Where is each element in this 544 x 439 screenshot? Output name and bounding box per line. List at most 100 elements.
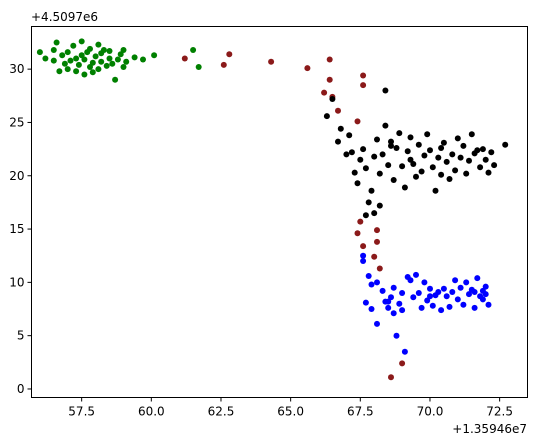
data-point-series-2-10 (362, 165, 369, 172)
data-point-series-2-6 (351, 169, 358, 176)
data-point-series-3-52 (479, 296, 486, 303)
data-point-series-2-14 (376, 170, 383, 177)
data-point-series-0-26 (95, 66, 102, 73)
data-point-series-0-2 (50, 57, 57, 64)
y-axis-offset-label: +4.5097e6 (31, 10, 98, 24)
data-point-series-3-50 (427, 293, 433, 300)
data-point-series-2-57 (365, 199, 372, 206)
data-point-series-2-30 (418, 168, 425, 175)
data-point-series-0-5 (56, 68, 63, 75)
data-point-series-2-37 (438, 171, 445, 178)
data-point-series-2-1 (323, 113, 330, 120)
data-point-series-2-11 (368, 187, 375, 194)
data-point-series-3-12 (390, 284, 397, 291)
data-point-series-2-36 (435, 154, 442, 161)
data-point-series-0-44 (195, 64, 202, 70)
data-point-series-2-43 (454, 135, 461, 142)
data-point-series-3-1 (360, 258, 367, 264)
data-point-series-3-29 (435, 289, 442, 295)
data-point-series-3-13 (390, 310, 397, 317)
data-point-series-2-63 (407, 156, 414, 163)
data-point-series-2-59 (376, 202, 383, 209)
data-point-series-0-40 (131, 54, 138, 61)
data-point-series-2-54 (488, 149, 495, 156)
x-axis-ticks: 57.5 60.0 62.5 65.0 67.5 70.0 72.5 (68, 397, 513, 419)
data-point-series-2-12 (371, 153, 378, 160)
data-point-series-2-4 (343, 151, 350, 158)
data-point-series-2-5 (346, 132, 353, 139)
x-tick-label: 60.0 (138, 405, 165, 419)
data-point-series-1-15 (360, 243, 367, 250)
data-point-series-2-56 (502, 141, 509, 148)
data-point-series-0-10 (67, 57, 74, 64)
axes-frame (31, 26, 528, 398)
data-point-series-1-9 (335, 107, 341, 114)
y-tick-label: 20 (9, 169, 24, 183)
data-point-series-3-43 (474, 275, 481, 282)
data-point-series-3-3 (368, 281, 375, 288)
data-point-series-3-40 (466, 291, 472, 298)
data-point-series-3-23 (418, 304, 425, 311)
data-point-series-1-6 (326, 76, 333, 83)
data-point-series-2-28 (413, 173, 419, 180)
data-point-series-3-38 (460, 301, 467, 308)
data-point-series-0-13 (73, 68, 80, 75)
data-point-series-3-17 (401, 348, 408, 355)
data-point-series-1-21 (399, 360, 406, 367)
data-point-series-3-19 (407, 277, 414, 284)
data-point-series-2-35 (432, 187, 439, 194)
data-point-series-3-27 (429, 302, 436, 309)
data-point-series-3-30 (438, 307, 445, 314)
data-point-series-3-4 (374, 279, 380, 286)
data-point-series-3-36 (454, 296, 461, 303)
data-point-series-2-38 (440, 139, 447, 146)
data-point-series-2-60 (371, 210, 378, 217)
data-point-series-2-7 (357, 156, 364, 163)
data-point-series-3-22 (415, 290, 422, 296)
data-point-series-2-21 (393, 145, 400, 151)
data-point-series-0-22 (89, 69, 96, 76)
data-point-series-3-25 (424, 297, 431, 304)
data-point-series-2-39 (443, 158, 450, 165)
data-point-series-0-42 (151, 52, 158, 59)
data-point-series-0-8 (64, 49, 71, 56)
data-point-series-3-33 (446, 303, 453, 310)
data-point-series-3-31 (440, 285, 447, 292)
x-tick-label: 70.0 (417, 405, 444, 419)
data-point-series-3-32 (443, 293, 450, 300)
data-point-series-2-44 (457, 154, 464, 161)
data-point-series-2-25 (404, 148, 411, 155)
y-tick-label: 0 (17, 382, 25, 396)
data-point-series-0-20 (87, 64, 93, 70)
data-point-series-1-0 (181, 55, 188, 62)
data-point-series-1-1 (220, 61, 227, 68)
data-point-series-0-0 (36, 49, 43, 56)
data-point-series-0-23 (89, 59, 96, 66)
data-point-series-2-34 (429, 164, 436, 171)
data-point-series-0-35 (114, 56, 121, 63)
data-point-series-2-51 (479, 146, 486, 153)
data-point-series-3-5 (362, 299, 369, 306)
data-point-series-0-33 (109, 60, 116, 67)
data-point-series-3-51 (471, 289, 478, 295)
data-point-series-3-26 (427, 285, 433, 292)
data-point-series-3-35 (452, 277, 459, 284)
data-point-series-2-40 (446, 176, 453, 182)
data-point-series-2-47 (466, 157, 472, 164)
data-point-series-0-30 (103, 62, 110, 69)
data-point-series-3-39 (463, 279, 470, 286)
data-point-series-2-33 (427, 147, 433, 154)
data-point-series-0-39 (123, 58, 130, 65)
data-point-series-2-9 (360, 146, 367, 153)
data-point-series-2-16 (382, 122, 389, 129)
data-point-series-0-25 (95, 41, 102, 48)
data-point-series-3-37 (457, 284, 464, 291)
x-tick-label: 65.0 (277, 405, 304, 419)
data-point-series-0-6 (59, 52, 66, 59)
data-point-series-1-5 (321, 89, 328, 96)
data-point-series-3-6 (368, 306, 375, 312)
data-point-series-3-34 (449, 289, 456, 295)
data-point-series-2-46 (463, 170, 470, 177)
data-point-series-2-19 (388, 138, 394, 145)
data-point-series-2-8 (354, 180, 361, 187)
